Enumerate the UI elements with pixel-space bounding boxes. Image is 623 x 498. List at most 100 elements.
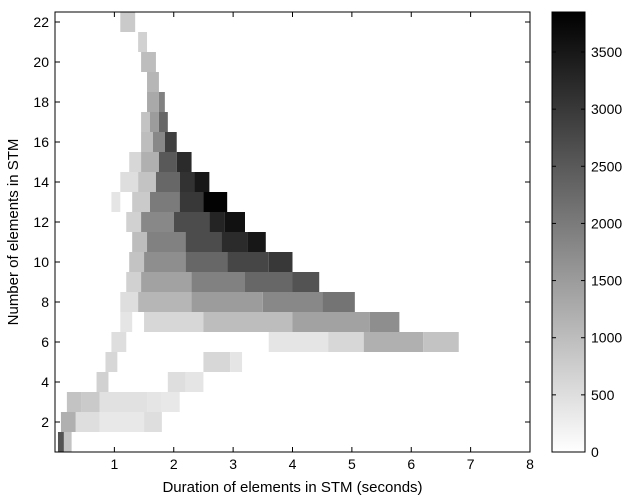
y-tick-label: 6 <box>41 334 49 350</box>
x-tick-label: 8 <box>526 456 534 472</box>
colorbar-tick-label: 1000 <box>591 330 622 346</box>
colorbar-ticks: 0 500 1000 1500 2000 2500 3000 3500 <box>552 44 622 460</box>
heatmap-cell <box>129 252 145 272</box>
heatmap-cell <box>191 292 263 312</box>
heatmap-cell <box>150 112 159 132</box>
heatmap-cell <box>99 412 145 432</box>
heatmap-cell <box>147 92 159 112</box>
heatmap-cell <box>224 212 245 232</box>
heatmap-cell <box>132 192 150 212</box>
y-tick-label: 20 <box>33 54 49 70</box>
heatmap-cell <box>203 192 228 212</box>
heatmap-cell <box>129 152 142 172</box>
x-tick-label: 5 <box>348 456 356 472</box>
x-tick-label: 7 <box>467 456 475 472</box>
heatmap-cell <box>132 232 148 252</box>
heatmap-cell <box>99 392 148 412</box>
heatmap-cell <box>120 312 133 332</box>
heatmap-cell <box>138 292 192 312</box>
heatmap-cell <box>141 132 153 152</box>
heatmap-cell <box>152 132 165 152</box>
x-tick-label: 4 <box>289 456 297 472</box>
y-axis-label: Number of elements in STM <box>5 139 22 326</box>
x-tick-label: 6 <box>407 456 415 472</box>
heatmap-cell <box>66 392 82 412</box>
y-tick-label: 22 <box>33 14 49 30</box>
x-tick-label: 2 <box>170 456 178 472</box>
heatmap-cell <box>120 172 139 192</box>
heatmap-cell <box>176 152 192 172</box>
heatmap-cell <box>161 392 180 412</box>
x-tick-label: 1 <box>110 456 118 472</box>
y-tick-label: 18 <box>33 94 49 110</box>
heatmap-cell <box>144 312 204 332</box>
heatmap-cell <box>138 32 148 52</box>
colorbar-tick-label: 2500 <box>591 158 622 174</box>
heatmap-cell <box>141 52 156 72</box>
y-tick-label: 2 <box>41 414 49 430</box>
heatmap-cell <box>268 332 329 352</box>
heatmap-cell <box>141 152 159 172</box>
x-axis-label: Duration of elements in STM (seconds) <box>162 479 422 496</box>
heatmap-cell <box>230 352 243 372</box>
heatmap-cell <box>209 212 225 232</box>
heatmap-cell <box>150 192 180 212</box>
colorbar-tick-label: 2000 <box>591 215 622 231</box>
heatmap-cell <box>268 252 293 272</box>
heatmap-cell <box>141 212 174 232</box>
heatmap-cell <box>369 312 400 332</box>
x-tick-label: 3 <box>229 456 237 472</box>
heatmap-cell <box>221 232 248 252</box>
heatmap-cell <box>111 332 127 352</box>
heatmap-cell <box>167 372 186 392</box>
heatmap-cell <box>194 172 210 192</box>
heatmap-cell <box>105 352 118 372</box>
heatmap-cell <box>147 232 186 252</box>
heatmap-cell <box>126 212 142 232</box>
heatmap-cell <box>81 392 100 412</box>
heatmap-cell <box>262 292 323 312</box>
heatmap-cell <box>191 272 245 292</box>
colorbar-tick-label: 3000 <box>591 101 622 117</box>
heatmap-cell <box>155 172 180 192</box>
y-tick-label: 16 <box>33 134 49 150</box>
y-tick-label: 4 <box>41 374 49 390</box>
heatmap-cell <box>57 432 64 452</box>
heatmap-cell <box>423 332 459 352</box>
y-tick-label: 12 <box>33 214 49 230</box>
y-axis-ticks: 2 4 6 8 10 12 14 16 18 20 22 <box>33 14 530 430</box>
heatmap-cell <box>203 352 231 372</box>
heatmap-cell <box>158 112 168 132</box>
heatmap-cell <box>120 12 136 32</box>
heatmap-cell <box>141 272 192 292</box>
heatmap-cell <box>158 92 165 112</box>
x-axis-ticks: 1 2 3 4 5 6 7 8 <box>110 12 534 472</box>
colorbar-tick-label: 500 <box>591 387 615 403</box>
y-tick-label: 10 <box>33 254 49 270</box>
colorbar-tick-label: 1500 <box>591 273 622 289</box>
heatmap-cell <box>96 372 109 392</box>
heatmap-cell <box>141 112 150 132</box>
heatmap-cell <box>147 72 159 92</box>
heatmap-cell <box>111 192 121 212</box>
heatmap-cell <box>185 232 222 252</box>
heatmap-cell <box>60 412 76 432</box>
heatmap-cell <box>203 312 293 332</box>
heatmap-cell <box>120 292 139 312</box>
heatmap-cell <box>138 172 156 192</box>
heatmap-cell <box>63 432 72 452</box>
heatmap-cell <box>179 172 195 192</box>
heatmap-cell <box>164 132 177 152</box>
heatmap-cell <box>185 252 228 272</box>
heatmap-cell <box>144 252 186 272</box>
heatmap-cell <box>292 312 370 332</box>
heatmap-cell <box>144 412 162 432</box>
colorbar-tick-label: 3500 <box>591 44 622 60</box>
heatmap-cell <box>147 392 162 412</box>
heatmap-cell <box>173 212 210 232</box>
y-tick-label: 8 <box>41 294 49 310</box>
heatmap-cell <box>363 332 424 352</box>
heatmap-cell <box>322 292 355 312</box>
heatmap-cell <box>185 372 204 392</box>
